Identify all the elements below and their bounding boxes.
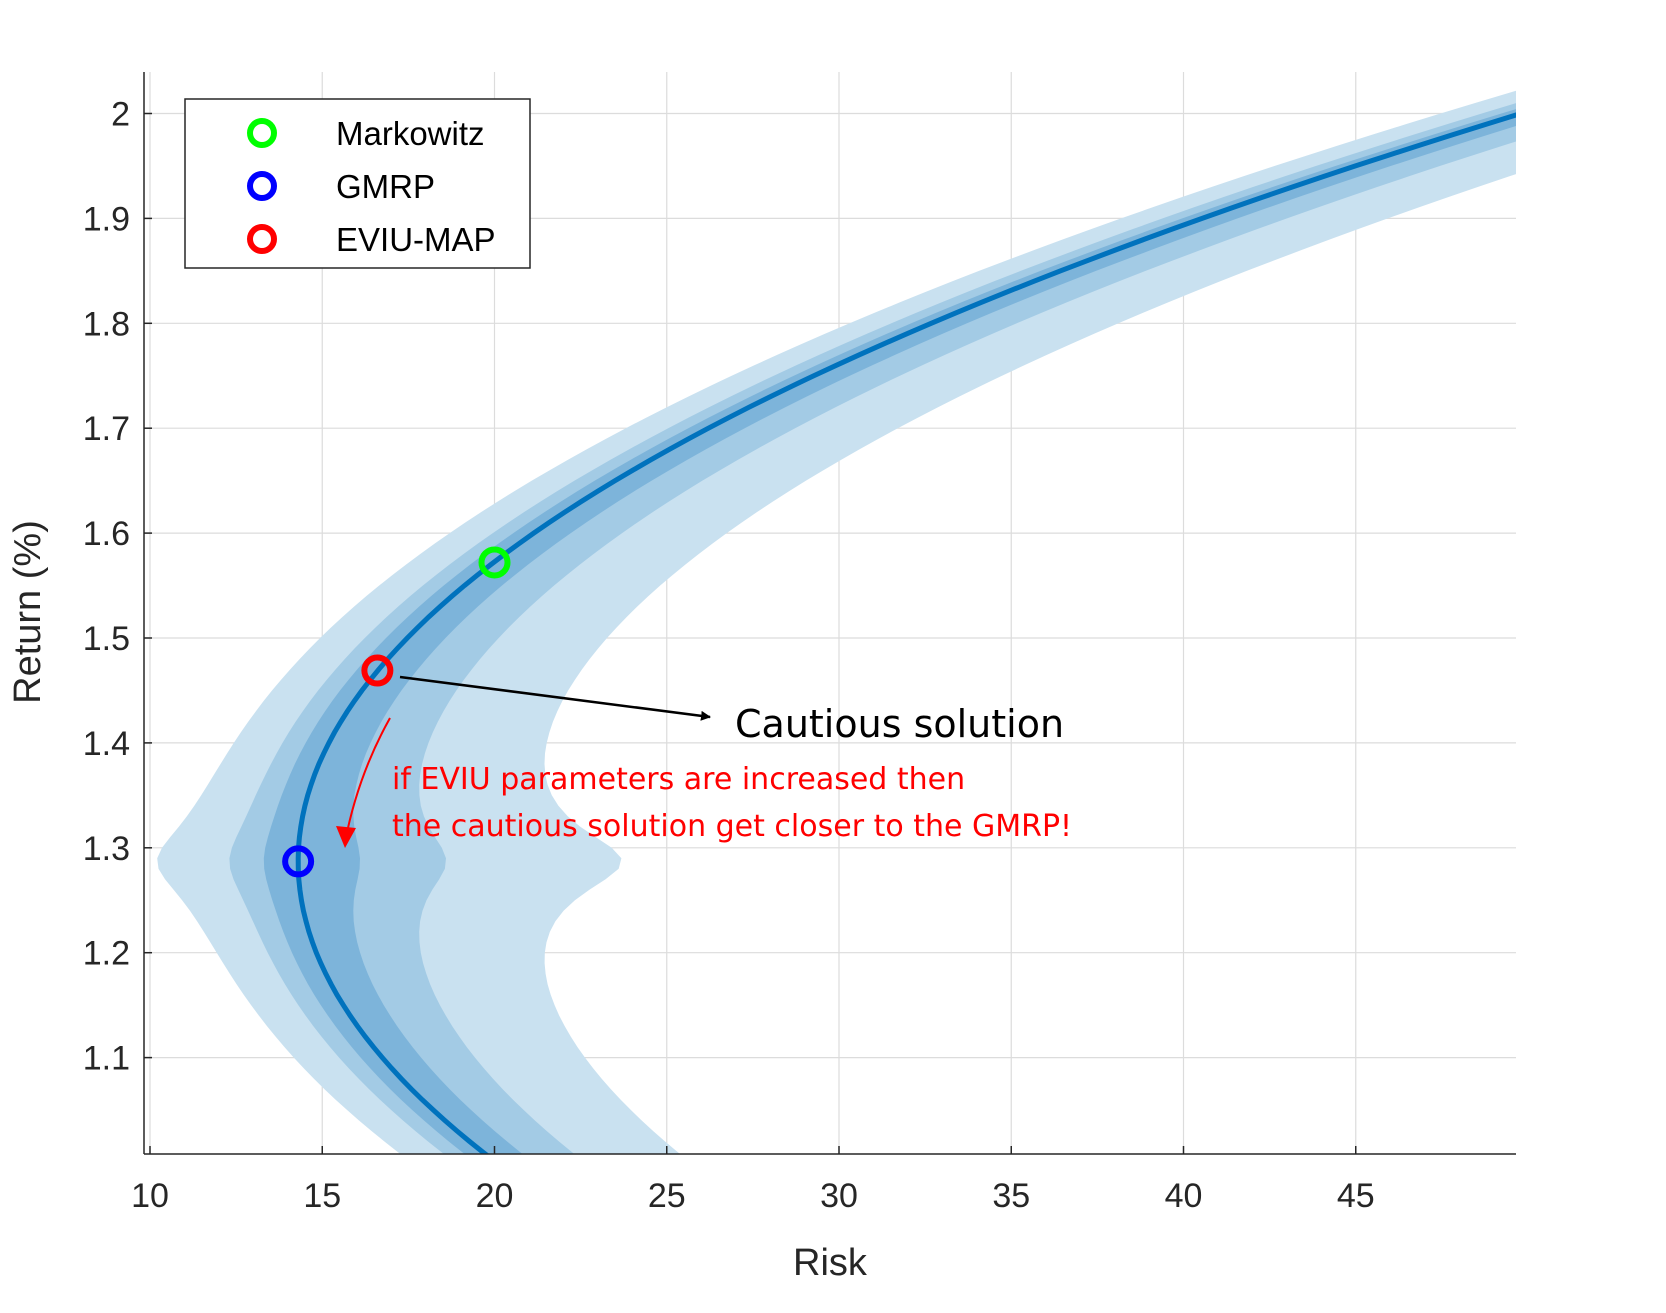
markowitz-legend-label: Markowitz (336, 115, 485, 152)
y-tick-label: 1.6 (83, 515, 130, 553)
eviu-map-marker (361, 654, 394, 687)
x-tick-label: 40 (1165, 1177, 1203, 1215)
x-axis-title: Risk (793, 1242, 868, 1284)
y-tick-label: 1.2 (83, 935, 130, 973)
y-tick-label: 1.4 (83, 725, 130, 763)
frontier-line (295, 112, 1516, 1154)
eviu-map-legend-symbol (247, 224, 277, 254)
eviu-map-legend-label: EVIU-MAP (336, 221, 496, 258)
markers (282, 546, 511, 878)
x-tick-label: 30 (820, 1177, 858, 1215)
red-arrowhead (336, 826, 356, 848)
tick-labels: 10 15 20 25 30 35 40 45 1.1 1.2 1.3 1.4 1.5 1.6 1.7 1.8… (83, 96, 1375, 1216)
x-tick-label: 25 (648, 1177, 686, 1215)
y-tick-label: 1.8 (83, 305, 130, 343)
axes (143, 72, 1516, 1155)
y-tick-label: 1.5 (83, 620, 130, 658)
y-tick-label: 2 (111, 96, 130, 134)
x-tick-label: 35 (992, 1177, 1030, 1215)
legend: Markowitz GMRP EVIU-MAP (184, 98, 531, 269)
cautious-solution-label: Cautious solution (735, 702, 1064, 746)
confidence-band (157, 90, 1516, 1154)
x-tick-label: 45 (1337, 1177, 1375, 1215)
x-tick-label: 20 (476, 1177, 514, 1215)
legend-box (184, 98, 531, 269)
y-tick-label: 1.9 (83, 200, 130, 238)
gmrp-legend-label: GMRP (336, 168, 435, 205)
legend-items: Markowitz GMRP EVIU-MAP (247, 115, 496, 258)
confidence-bands (157, 90, 1516, 1154)
confidence-band (263, 109, 1516, 1154)
x-tick-label: 10 (131, 1177, 169, 1215)
y-tick-label: 1.1 (83, 1040, 130, 1078)
y-axis-title: Return (%) (7, 520, 49, 704)
frontier-line-group (295, 112, 1516, 1154)
annotations: Cautious solution if EVIU parameters are… (336, 675, 1072, 848)
y-tick-label: 1.7 (83, 410, 130, 448)
gmrp-marker (282, 845, 315, 878)
cautious-arrow (399, 675, 711, 721)
x-tick-label: 15 (303, 1177, 341, 1215)
eviu-note-line1: if EVIU parameters are increased then (392, 762, 965, 797)
y-tick-label: 1.3 (83, 830, 130, 868)
markowitz-marker (478, 546, 511, 579)
markowitz-legend-symbol (247, 118, 277, 148)
eviu-note-line2: the cautious solution get closer to the … (392, 809, 1072, 844)
gmrp-legend-symbol (247, 171, 277, 201)
